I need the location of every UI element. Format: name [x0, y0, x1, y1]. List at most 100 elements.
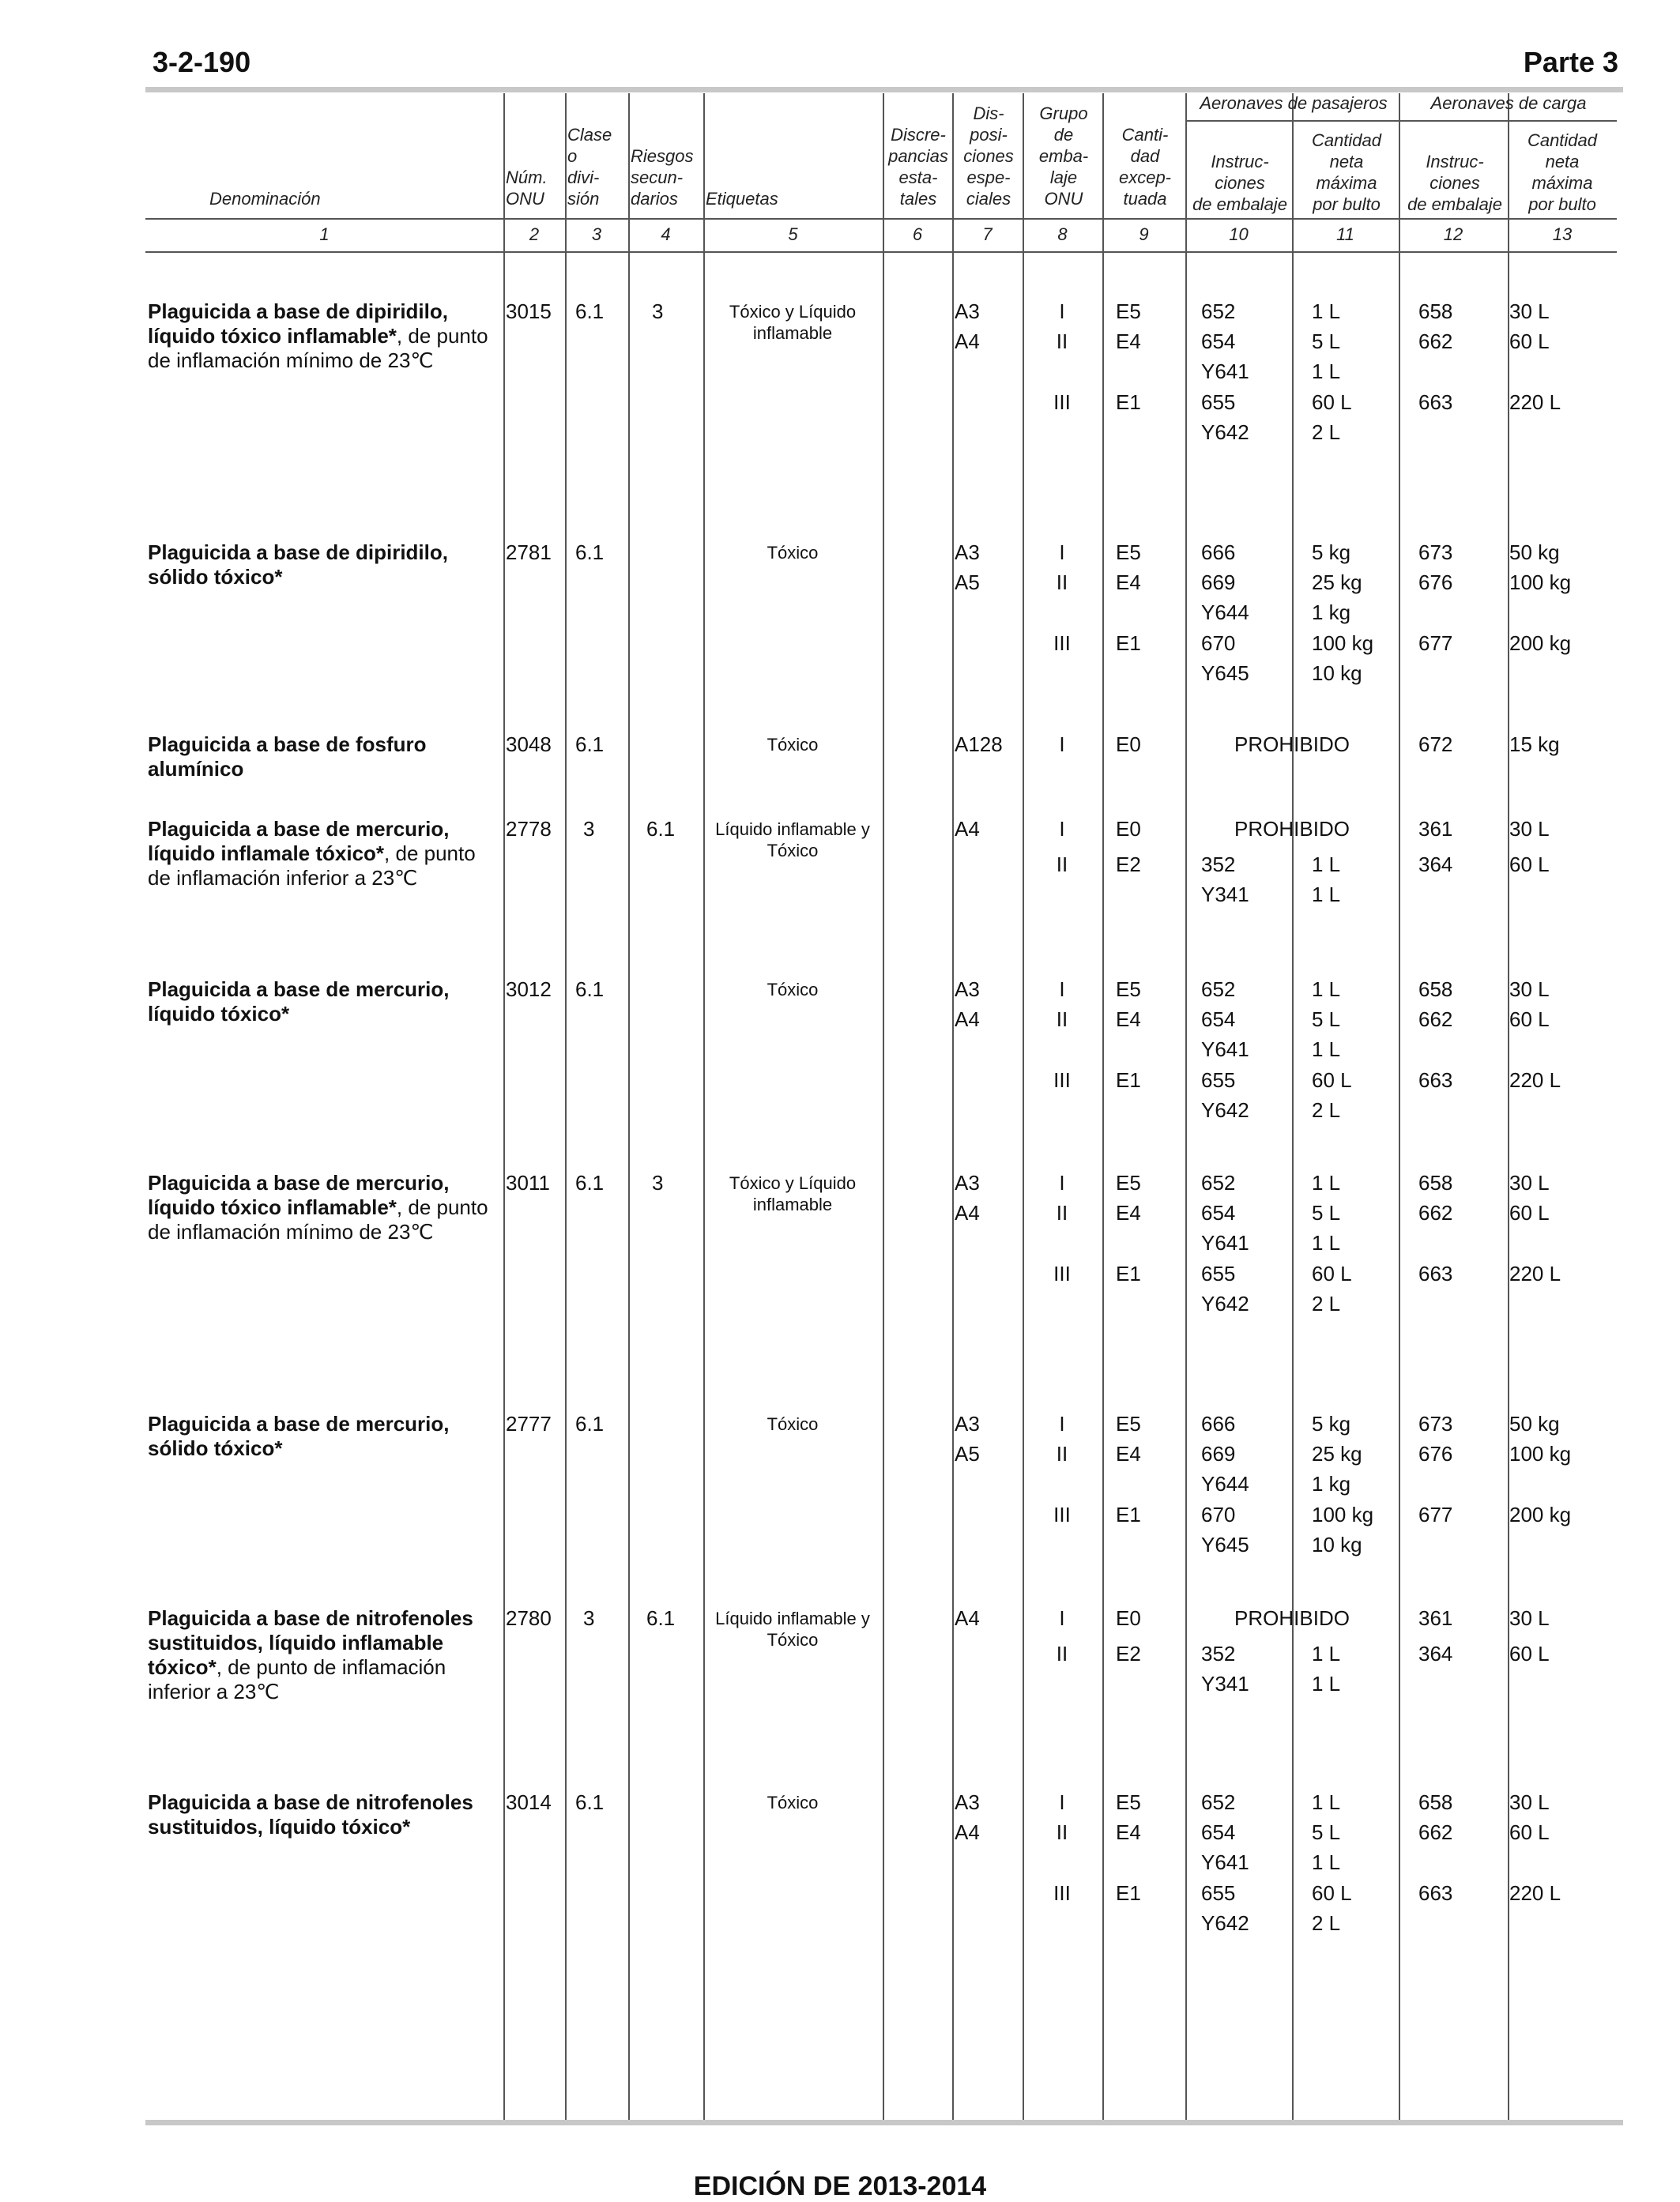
- column-number: 7: [982, 224, 993, 244]
- cargo-max-quantity: 220 L: [1509, 1881, 1561, 1905]
- substance-name: Plaguicida a base de dipiridilo, sólido …: [148, 540, 495, 589]
- header-discrepancias: Discre-pancias esta-tales: [888, 125, 948, 209]
- cargo-instruction: 658: [1418, 1171, 1453, 1195]
- packing-group: I: [1059, 1171, 1065, 1195]
- excepted-quantity: E4: [1116, 1820, 1141, 1844]
- special-provision: A4: [955, 329, 980, 353]
- passenger-max-quantity: 1 kg: [1312, 1472, 1351, 1496]
- excepted-quantity: E1: [1116, 1503, 1141, 1526]
- cargo-max-quantity: 30 L: [1509, 817, 1550, 841]
- special-provision: A4: [955, 1201, 980, 1225]
- column-divider: [952, 93, 954, 2120]
- cargo-max-quantity: 15 kg: [1509, 732, 1560, 756]
- part-label: Parte 3: [1523, 46, 1618, 78]
- packing-group: II: [1056, 1442, 1068, 1466]
- passenger-max-quantity: 1 L: [1312, 1642, 1341, 1666]
- column-number: 12: [1443, 224, 1463, 244]
- passenger-instruction: 352: [1201, 1642, 1236, 1666]
- substance-name: Plaguicida a base de fosfuro alumínico: [148, 732, 495, 781]
- hazard-label: Tóxico: [767, 980, 819, 999]
- substance-name: Plaguicida a base de mercurio, líquido t…: [148, 1171, 495, 1244]
- special-provision: A3: [955, 977, 980, 1001]
- packing-group: II: [1056, 1820, 1068, 1844]
- passenger-max-quantity: 5 L: [1312, 329, 1341, 353]
- class-division: 6.1: [575, 1790, 605, 1814]
- forbidden-text: PROHIBIDO: [1234, 1606, 1350, 1630]
- cargo-max-quantity: 60 L: [1509, 1642, 1550, 1666]
- substance-name-bold: Plaguicida a base de mercurio, sólido tó…: [148, 1412, 450, 1460]
- passenger-instruction: Y341: [1201, 1672, 1249, 1696]
- passenger-instruction: Y645: [1201, 1533, 1249, 1556]
- cargo-max-quantity: 60 L: [1509, 1820, 1550, 1844]
- class-division: 6.1: [575, 1171, 605, 1195]
- class-division: 6.1: [575, 299, 605, 323]
- special-provision: A3: [955, 540, 980, 564]
- cargo-instruction: 662: [1418, 1820, 1453, 1844]
- excepted-quantity: E5: [1116, 1171, 1141, 1195]
- subsidiary-risk: 6.1: [646, 817, 676, 841]
- excepted-quantity: E4: [1116, 1442, 1141, 1466]
- header-clase: Clase o divi-sión: [567, 125, 612, 209]
- passenger-instruction: 655: [1201, 390, 1236, 414]
- passenger-max-quantity: 1 L: [1312, 1171, 1341, 1195]
- hazard-label: Tóxico y Líquido inflamable: [729, 302, 857, 343]
- un-number: 3015: [506, 299, 552, 323]
- special-provision: A3: [955, 1412, 980, 1436]
- passenger-instruction: Y641: [1201, 1850, 1249, 1874]
- passenger-max-quantity: 1 L: [1312, 1790, 1341, 1814]
- subsidiary-risk: 3: [652, 299, 664, 323]
- header-carga-instrucciones: Instruc-ciones de embalaje: [1407, 152, 1502, 214]
- excepted-quantity: E1: [1116, 1068, 1141, 1092]
- substance-name: Plaguicida a base de dipiridilo, líquido…: [148, 299, 495, 373]
- header-denominacion: Denominación: [209, 189, 321, 209]
- header-cantidad: Canti-dad excep-tuada: [1118, 125, 1172, 209]
- substance-name-rest: , de punto de inflamación inferior a 23℃: [148, 841, 476, 890]
- hazard-label: Tóxico: [767, 1414, 819, 1434]
- passenger-instruction: Y641: [1201, 1037, 1249, 1061]
- aircraft-split-line: [1399, 93, 1400, 2120]
- packing-group: I: [1059, 732, 1065, 756]
- passenger-max-quantity: 5 L: [1312, 1007, 1341, 1031]
- cargo-max-quantity: 200 kg: [1509, 1503, 1572, 1526]
- passenger-instruction: 652: [1201, 1171, 1236, 1195]
- cargo-max-quantity: 200 kg: [1509, 631, 1572, 655]
- hazard-label: Tóxico: [767, 1793, 819, 1812]
- excepted-quantity: E1: [1116, 390, 1141, 414]
- header-pasajeros: Aeronaves de pasajeros: [1200, 93, 1388, 113]
- packing-group: I: [1059, 1412, 1065, 1436]
- packing-group: I: [1059, 977, 1065, 1001]
- excepted-quantity: E0: [1116, 817, 1141, 841]
- class-division: 3: [583, 817, 595, 841]
- substance-name: Plaguicida a base de mercurio, sólido tó…: [148, 1412, 495, 1461]
- passenger-max-quantity: 1 L: [1312, 359, 1341, 383]
- cargo-max-quantity: 30 L: [1509, 1606, 1550, 1630]
- substance-name-bold: Plaguicida a base de mercurio, líquido t…: [148, 977, 450, 1026]
- column-divider: [1185, 93, 1187, 2120]
- cargo-instruction: 673: [1418, 540, 1453, 564]
- passenger-instruction: 654: [1201, 1007, 1236, 1031]
- excepted-quantity: E0: [1116, 1606, 1141, 1630]
- column-divider: [1102, 93, 1104, 2120]
- substance-name-bold: Plaguicida a base de fosfuro alumínico: [148, 732, 427, 781]
- special-provision: A5: [955, 570, 980, 594]
- header-carga-cantidad: Cantidad neta máxima por bulto: [1527, 130, 1598, 214]
- special-provision: A4: [955, 1606, 980, 1630]
- passenger-max-quantity: 10 kg: [1312, 661, 1362, 685]
- packing-group: II: [1056, 570, 1068, 594]
- column-divider: [1023, 93, 1024, 2120]
- excepted-quantity: E1: [1116, 1881, 1141, 1905]
- cargo-instruction: 658: [1418, 299, 1453, 323]
- cargo-instruction: 677: [1418, 1503, 1453, 1526]
- cargo-instruction: 676: [1418, 1442, 1453, 1466]
- substance-name-bold: Plaguicida a base de dipiridilo, sólido …: [148, 540, 448, 589]
- special-provision: A4: [955, 817, 980, 841]
- column-number: 8: [1057, 224, 1068, 244]
- hazard-label: Líquido inflamable y Tóxico: [715, 1609, 870, 1650]
- passenger-instruction: 652: [1201, 977, 1236, 1001]
- passenger-instruction: 669: [1201, 1442, 1236, 1466]
- passenger-instruction: 654: [1201, 1201, 1236, 1225]
- passenger-instruction: Y341: [1201, 883, 1249, 906]
- excepted-quantity: E1: [1116, 631, 1141, 655]
- substance-name-bold: Plaguicida a base de nitrofenoles sustit…: [148, 1790, 473, 1839]
- passenger-instruction: Y641: [1201, 1231, 1249, 1255]
